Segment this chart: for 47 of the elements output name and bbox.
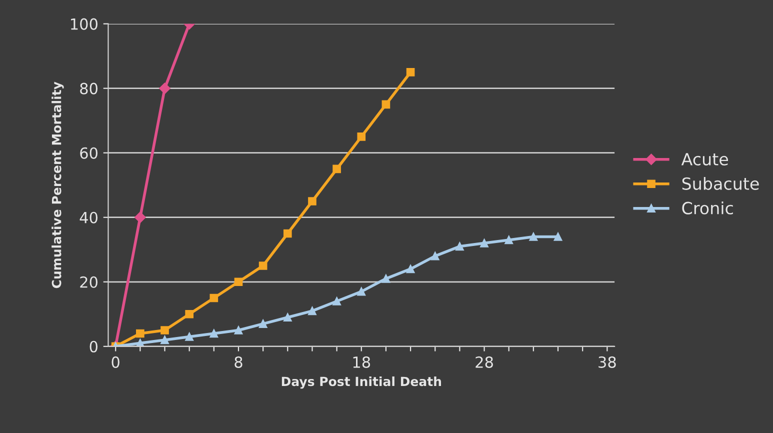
point	[529, 232, 538, 241]
y-tick-label: 0	[90, 340, 98, 352]
point	[160, 336, 169, 344]
point	[185, 332, 194, 341]
point	[332, 297, 341, 306]
point	[308, 306, 316, 316]
point	[283, 229, 292, 238]
point	[136, 329, 144, 338]
y-tick-label: 20	[80, 276, 98, 288]
point	[234, 278, 243, 286]
y-tick-label: 100	[71, 18, 98, 30]
point	[283, 313, 292, 322]
point	[357, 132, 366, 141]
x-tick-label: 18	[353, 356, 370, 368]
point	[185, 310, 194, 318]
point	[134, 212, 146, 223]
point	[258, 320, 268, 328]
point	[480, 239, 488, 248]
y-tick-label: 40	[80, 212, 98, 224]
x-tick-label: 28	[476, 356, 493, 368]
legend-label: Acute	[681, 153, 728, 166]
legend-label: Subacute	[682, 177, 759, 190]
point	[456, 242, 464, 251]
point	[159, 82, 170, 94]
legend-label: Cronic	[682, 202, 733, 214]
point	[406, 68, 415, 76]
point	[406, 264, 415, 274]
x-tick-label: 38	[598, 356, 616, 368]
point	[332, 164, 341, 174]
point	[308, 197, 316, 206]
point	[382, 100, 390, 109]
point	[210, 294, 218, 302]
y-axis-title: Cumulative Percent Mortality	[52, 82, 64, 288]
point	[430, 252, 440, 260]
x-axis-title: Days Post Initial Death	[282, 376, 442, 389]
point	[160, 326, 169, 334]
point	[234, 326, 243, 334]
point	[258, 262, 268, 270]
x-tick-label: 8	[234, 356, 242, 368]
point	[357, 287, 366, 296]
point	[504, 236, 514, 244]
point	[382, 274, 390, 283]
point	[554, 232, 562, 241]
x-tick-label: 0	[112, 356, 120, 368]
y-tick-label: 80	[80, 82, 98, 94]
y-tick-label: 60	[80, 147, 98, 159]
point	[210, 329, 218, 338]
